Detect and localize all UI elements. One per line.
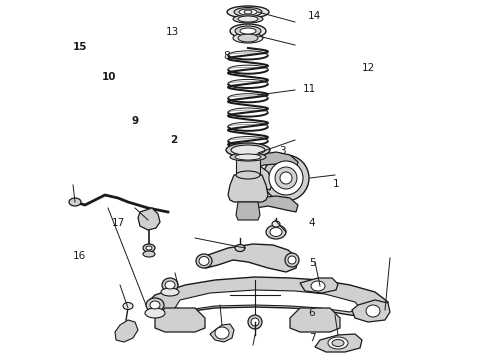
Text: 11: 11 [303,84,316,94]
Ellipse shape [266,225,286,239]
Ellipse shape [226,143,270,157]
Ellipse shape [235,154,261,160]
Ellipse shape [272,221,280,227]
Ellipse shape [143,244,155,252]
Ellipse shape [240,28,256,34]
Ellipse shape [251,318,259,326]
Ellipse shape [332,339,344,346]
Polygon shape [155,308,205,332]
Ellipse shape [263,155,309,201]
Ellipse shape [328,337,348,349]
Ellipse shape [239,9,257,15]
Text: 4: 4 [309,218,316,228]
Text: 13: 13 [166,27,179,37]
Text: 5: 5 [309,258,316,268]
Text: 8: 8 [223,51,230,61]
Ellipse shape [238,34,258,42]
Text: 10: 10 [102,72,117,82]
Ellipse shape [233,15,263,23]
Ellipse shape [233,33,263,43]
Polygon shape [352,300,390,322]
Text: 3: 3 [279,146,286,156]
Ellipse shape [235,26,261,36]
Bar [236,157,260,175]
Text: 15: 15 [73,42,87,52]
Polygon shape [240,163,273,190]
Polygon shape [228,175,268,202]
Ellipse shape [143,251,155,257]
Ellipse shape [146,298,164,312]
Ellipse shape [215,327,229,339]
Polygon shape [236,202,260,220]
Ellipse shape [288,256,296,264]
Ellipse shape [275,167,297,189]
Polygon shape [115,320,138,342]
Ellipse shape [238,16,258,22]
Polygon shape [290,308,340,332]
Text: 12: 12 [362,63,375,73]
Ellipse shape [244,10,252,14]
Ellipse shape [234,8,262,17]
Ellipse shape [199,256,209,266]
Polygon shape [300,278,338,293]
Polygon shape [138,208,160,230]
Ellipse shape [269,161,303,195]
Ellipse shape [270,228,282,237]
Polygon shape [225,46,271,150]
Text: 16: 16 [73,251,86,261]
Text: 14: 14 [308,11,321,21]
Ellipse shape [150,301,160,309]
Text: 1: 1 [333,179,340,189]
Ellipse shape [235,244,245,252]
Ellipse shape [162,278,178,292]
Polygon shape [198,244,298,272]
Ellipse shape [145,308,165,318]
Text: 9: 9 [131,116,139,126]
Ellipse shape [366,305,380,317]
Ellipse shape [227,6,269,18]
Polygon shape [315,334,362,352]
Polygon shape [256,196,298,212]
Ellipse shape [196,254,212,268]
Text: 7: 7 [309,333,316,343]
Polygon shape [175,290,360,312]
Polygon shape [148,277,388,318]
Ellipse shape [123,302,133,310]
Text: 6: 6 [309,308,316,318]
Ellipse shape [161,288,179,296]
Ellipse shape [280,172,292,184]
Ellipse shape [311,281,325,291]
Polygon shape [256,152,298,170]
Ellipse shape [165,281,175,289]
Ellipse shape [231,145,265,155]
Ellipse shape [230,24,266,38]
Ellipse shape [236,171,260,179]
Polygon shape [210,324,234,342]
Ellipse shape [248,315,262,329]
Ellipse shape [285,253,299,267]
Text: 17: 17 [112,218,125,228]
Ellipse shape [230,153,266,161]
Text: 2: 2 [171,135,178,145]
Ellipse shape [69,198,81,206]
Ellipse shape [146,246,152,250]
